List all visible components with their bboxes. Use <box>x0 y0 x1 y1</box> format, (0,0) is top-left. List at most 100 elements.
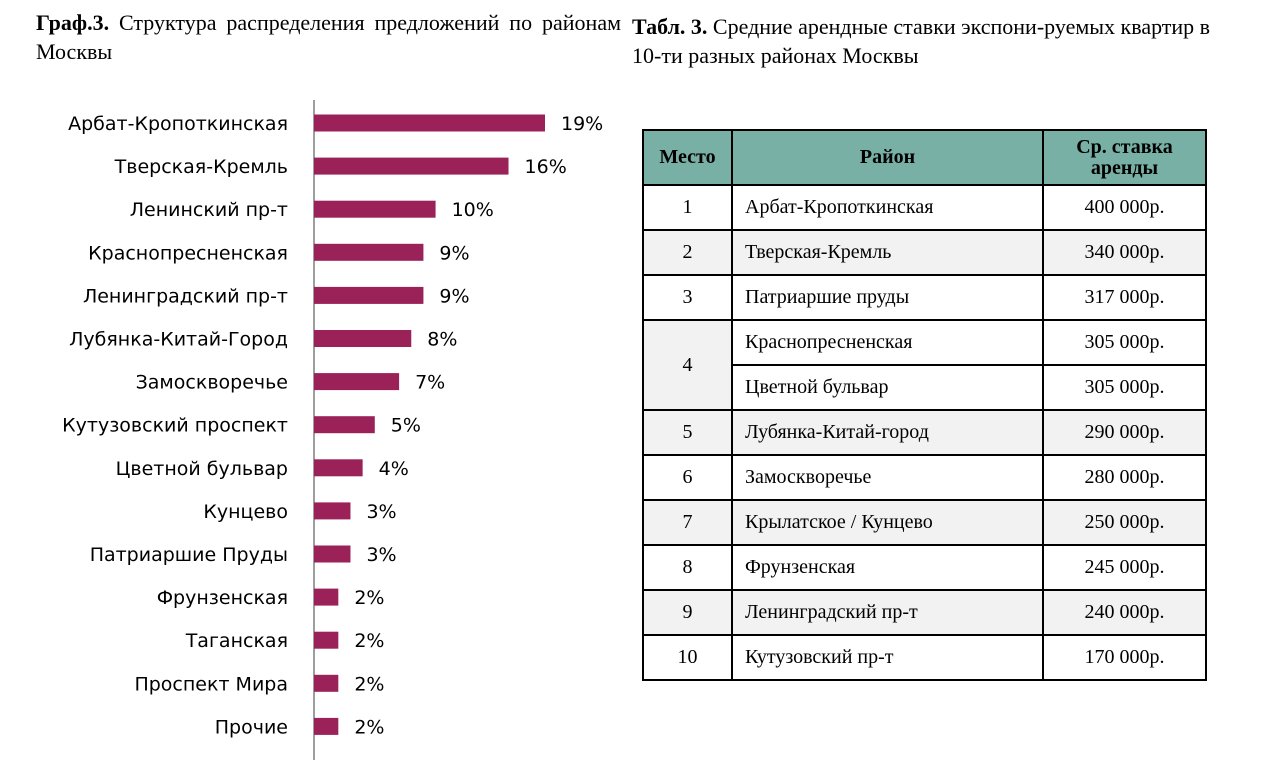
rate-cell: 245 000р. <box>1042 544 1207 591</box>
rank-cell: 10 <box>642 634 733 681</box>
table-header-row: Место Район Ср. ставка аренды <box>642 129 1207 186</box>
bar <box>314 416 375 434</box>
table-row: 2 Тверская-Кремль 340 000р. <box>642 229 1207 276</box>
category-label: Лубянка-Китай-Город <box>69 329 288 351</box>
rank-cell: 5 <box>642 409 733 456</box>
bar-chart: Арбат-Кропоткинская 19% Тверская-Кремль 16%… <box>62 100 603 760</box>
rank-cell: 3 <box>642 274 733 321</box>
rate-cell: 290 000р. <box>1042 409 1207 456</box>
category-label: Кутузовский проспект <box>62 415 288 437</box>
rank-cell: 7 <box>642 499 733 546</box>
bar <box>314 502 351 520</box>
rate-cell: 400 000р. <box>1042 184 1207 231</box>
table-row: 3 Патриаршие пруды 317 000р. <box>642 274 1207 321</box>
value-label: 3% <box>366 501 396 523</box>
category-label: Краснопресненская <box>88 242 288 264</box>
table-row: 8 Фрунзенская 245 000р. <box>642 544 1207 591</box>
table-row: 9 Ленинградский пр-т 240 000р. <box>642 589 1207 636</box>
value-label: 2% <box>354 587 384 609</box>
district-cell: Цветной бульвар <box>731 364 1044 411</box>
bar <box>314 286 424 304</box>
table-row: 10 Кутузовский пр-т 170 000р. <box>642 634 1207 681</box>
table-caption: Табл. 3. Средние арендные ставки экспони… <box>632 12 1242 70</box>
bar <box>314 459 363 477</box>
category-label: Ленинский пр-т <box>130 199 288 221</box>
district-cell: Крылатское / Кунцево <box>731 499 1044 546</box>
table-row: Цветной бульвар 305 000р. <box>643 364 1207 411</box>
category-label: Цветной бульвар <box>116 458 288 480</box>
district-cell: Лубянка-Китай-город <box>731 409 1044 456</box>
table-row: 4 Краснопресненская 305 000р. <box>642 319 1207 411</box>
bar <box>314 330 412 347</box>
district-cell: Тверская-Кремль <box>731 229 1044 276</box>
value-label: 10% <box>452 199 494 221</box>
value-label: 3% <box>366 544 396 566</box>
rank-cell: 9 <box>642 589 733 636</box>
value-label: 5% <box>391 415 421 437</box>
category-label: Патриаршие Пруды <box>90 544 288 566</box>
value-label: 9% <box>439 285 469 307</box>
rate-cell: 305 000р. <box>1042 319 1207 366</box>
bar <box>314 373 400 391</box>
value-label: 16% <box>525 156 567 178</box>
district-cell: Замоскворечье <box>731 454 1044 501</box>
rate-cell: 305 000р. <box>1042 364 1207 411</box>
header-rank: Место <box>642 129 733 186</box>
category-label: Таганская <box>185 630 288 652</box>
rank-cell: 1 <box>642 184 733 231</box>
table-caption-label: Табл. 3. <box>632 14 708 39</box>
value-label: 9% <box>439 242 469 264</box>
rate-cell: 280 000р. <box>1042 454 1207 501</box>
value-label: 2% <box>354 716 384 738</box>
value-label: 2% <box>354 673 384 695</box>
district-cell: Фрунзенская <box>731 544 1044 591</box>
bar <box>314 157 509 175</box>
bar <box>314 545 351 563</box>
bar <box>314 588 339 606</box>
bar <box>314 674 339 692</box>
rank-cell: 6 <box>642 454 733 501</box>
rate-cell: 240 000р. <box>1042 589 1207 636</box>
table-row: 1 Арбат-Кропоткинская 400 000р. <box>642 184 1207 231</box>
bar <box>314 200 436 218</box>
table-row: 6 Замоскворечье 280 000р. <box>642 454 1207 501</box>
district-cell: Патриаршие пруды <box>731 274 1044 321</box>
rent-table: Место Район Ср. ставка аренды 1 Арбат-Кр… <box>642 129 1207 681</box>
header-district: Район <box>731 129 1044 186</box>
table-caption-text: Средние арендные ставки экспони-руемых к… <box>632 14 1211 68</box>
table-row: 5 Лубянка-Китай-город 290 000р. <box>642 409 1207 456</box>
rank-cell: 4 <box>642 319 733 411</box>
value-label: 2% <box>354 630 384 652</box>
rate-cell: 170 000р. <box>1042 634 1207 681</box>
rate-cell: 317 000р. <box>1042 274 1207 321</box>
chart-caption-label: Граф.3. <box>36 10 110 35</box>
category-label: Проспект Мира <box>134 673 288 695</box>
rate-cell: 340 000р. <box>1042 229 1207 276</box>
header-rate: Ср. ставка аренды <box>1042 129 1207 186</box>
bar <box>314 114 545 132</box>
value-label: 8% <box>427 329 457 351</box>
chart-caption-text: Структура распределения предложений по р… <box>36 10 622 64</box>
bar <box>314 717 339 735</box>
rank-cell: 8 <box>642 544 733 591</box>
category-label: Фрунзенская <box>157 587 288 609</box>
category-label: Арбат-Кропоткинская <box>68 113 288 135</box>
value-label: 7% <box>415 372 445 394</box>
district-cell: Ленинградский пр-т <box>731 589 1044 636</box>
category-label: Ленинградский пр-т <box>83 285 288 307</box>
district-cell: Арбат-Кропоткинская <box>731 184 1044 231</box>
category-label: Замоскворечье <box>136 372 288 394</box>
value-label: 19% <box>561 113 603 135</box>
rate-cell: 250 000р. <box>1042 499 1207 546</box>
category-label: Тверская-Кремль <box>114 156 288 178</box>
category-label: Кунцево <box>203 501 288 523</box>
rank-cell: 2 <box>642 229 733 276</box>
district-cell: Кутузовский пр-т <box>731 634 1044 681</box>
category-label: Прочие <box>215 716 288 738</box>
chart-caption: Граф.3. Структура распределения предложе… <box>36 8 621 66</box>
table-row: 7 Крылатское / Кунцево 250 000р. <box>642 499 1207 546</box>
bar <box>314 631 339 649</box>
bar <box>314 243 424 261</box>
value-label: 4% <box>379 458 409 480</box>
district-cell: Краснопресненская <box>731 319 1044 366</box>
